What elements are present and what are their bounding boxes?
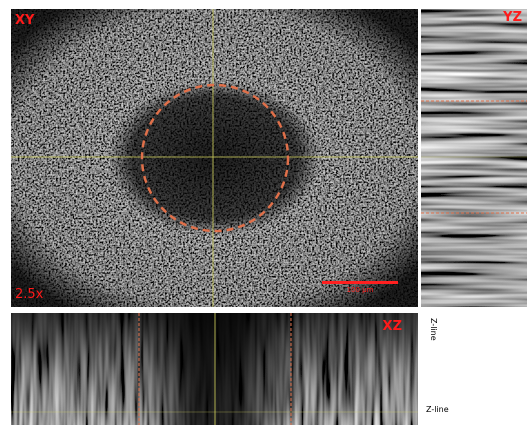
xz-center-shading — [11, 313, 418, 425]
yz-image — [421, 9, 527, 307]
xz-panel: XZ — [11, 313, 418, 425]
xy-shading — [11, 9, 418, 307]
roi-circle — [140, 83, 290, 233]
yz-label: YZ — [502, 10, 522, 25]
z-line-label-vertical: Z-line — [429, 318, 438, 341]
xz-label: XZ — [383, 319, 402, 334]
scale-bar-label: 100 µm — [347, 286, 374, 294]
xy-panel: 100 µm XY 2.5x — [11, 9, 418, 307]
z-line-label: Z-line — [426, 405, 449, 414]
yz-panel: YZ — [421, 9, 527, 307]
scale-bar — [322, 281, 398, 284]
magnification: 2.5x — [15, 287, 44, 302]
xy-label: XY — [15, 13, 35, 28]
